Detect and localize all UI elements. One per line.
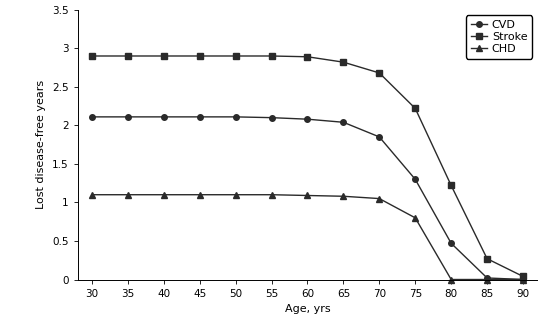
X-axis label: Age, yrs: Age, yrs [285,304,330,314]
Stroke [412,107,419,111]
Y-axis label: Lost disease-free years: Lost disease-free years [37,80,47,209]
Stroke [340,60,347,64]
Stroke [161,54,167,58]
CVD [376,135,383,139]
CVD [412,177,419,181]
CHD [304,194,311,198]
Stroke [484,257,490,261]
Stroke [304,55,311,59]
Legend: CVD, Stroke, CHD: CVD, Stroke, CHD [466,15,532,58]
CVD [161,115,167,119]
Stroke [196,54,203,58]
CVD [448,241,454,245]
CVD [304,117,311,121]
CHD [484,278,490,281]
Line: CVD: CVD [89,114,526,282]
Stroke [376,71,383,75]
CVD [125,115,131,119]
CHD [268,193,275,197]
Stroke [232,54,239,58]
CVD [89,115,95,119]
CHD [412,216,419,220]
Line: Stroke: Stroke [89,53,526,280]
CHD [520,278,526,281]
Stroke [520,275,526,279]
CVD [484,276,490,280]
Stroke [448,184,454,188]
Stroke [89,54,95,58]
CVD [520,278,526,281]
CVD [268,116,275,120]
CHD [196,193,203,197]
CHD [376,197,383,201]
CHD [89,193,95,197]
CHD [340,194,347,198]
Stroke [125,54,131,58]
CHD [161,193,167,197]
CVD [340,120,347,124]
CVD [196,115,203,119]
CHD [232,193,239,197]
CHD [125,193,131,197]
CHD [448,278,454,281]
Line: CHD: CHD [89,191,526,283]
CVD [232,115,239,119]
Stroke [268,54,275,58]
